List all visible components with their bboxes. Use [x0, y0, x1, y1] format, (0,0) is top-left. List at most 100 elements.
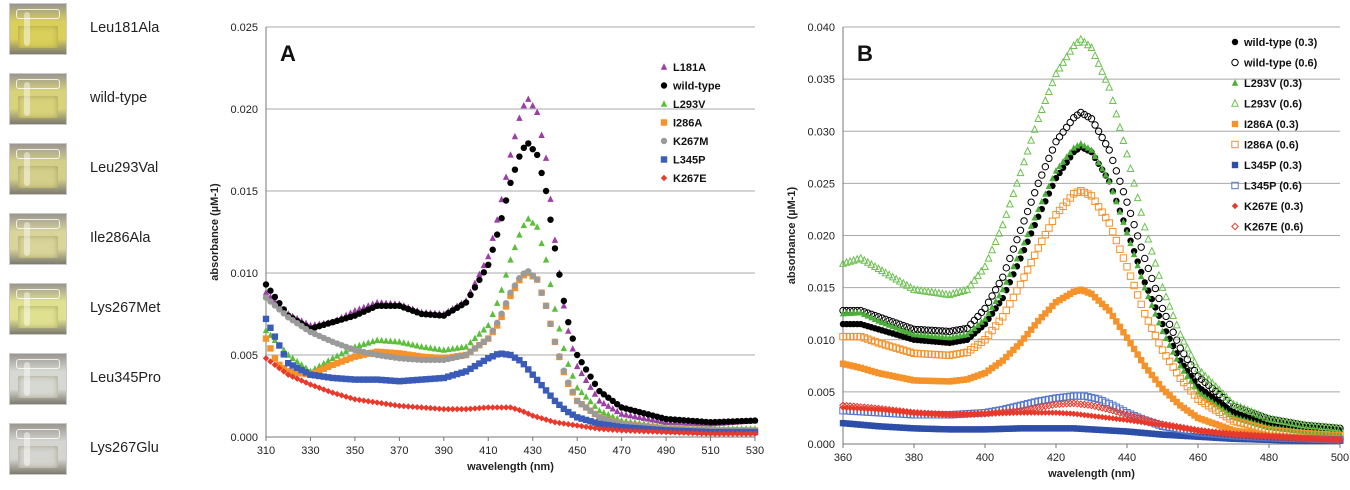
series — [839, 399, 1344, 444]
legend-label: I286A — [673, 118, 702, 130]
data-point — [493, 404, 501, 411]
data-point — [1059, 128, 1067, 136]
data-point — [640, 414, 648, 421]
data-point — [493, 216, 501, 223]
data-point — [1173, 350, 1180, 357]
legend-label: K267M — [673, 136, 708, 148]
data-point — [289, 354, 296, 361]
data-point — [1233, 430, 1241, 437]
data-point — [453, 370, 461, 378]
data-point — [1059, 409, 1067, 417]
data-point — [413, 376, 421, 384]
data-point — [871, 422, 879, 430]
data-point — [1158, 282, 1167, 291]
data-point — [298, 377, 305, 384]
data-point — [511, 354, 519, 361]
data-point — [978, 426, 985, 433]
data-point — [1138, 356, 1145, 364]
data-point — [949, 410, 957, 417]
data-point — [1052, 400, 1060, 409]
data-point — [1059, 157, 1067, 165]
data-point — [431, 405, 439, 412]
data-point — [1133, 291, 1142, 299]
data-point — [991, 408, 1000, 417]
data-point — [882, 371, 889, 378]
data-point — [262, 288, 270, 296]
data-point — [1066, 118, 1074, 127]
data-point — [502, 299, 510, 307]
data-point — [860, 255, 869, 264]
data-point — [1141, 429, 1148, 437]
data-point — [613, 401, 621, 408]
data-point — [556, 325, 563, 332]
data-point — [1013, 409, 1021, 417]
data-point — [1119, 254, 1128, 262]
data-point — [280, 364, 287, 372]
data-point — [1144, 317, 1152, 325]
data-point — [636, 413, 643, 421]
data-point — [917, 377, 925, 384]
data-point — [351, 396, 359, 403]
data-point — [935, 425, 943, 433]
data-point — [1105, 146, 1113, 154]
data-point — [996, 425, 1003, 433]
data-point — [1080, 110, 1089, 119]
data-point — [547, 280, 554, 288]
data-point — [1194, 433, 1202, 440]
data-point — [1084, 425, 1092, 433]
data-point — [1077, 108, 1085, 117]
legend-marker — [660, 63, 668, 70]
data-point — [1190, 357, 1199, 366]
data-point — [885, 321, 893, 328]
data-point — [1194, 414, 1202, 422]
data-point — [984, 298, 993, 306]
data-point — [533, 223, 541, 230]
series — [839, 108, 1344, 433]
data-point — [400, 339, 408, 346]
data-point — [271, 333, 279, 340]
data-point — [533, 151, 541, 159]
data-point — [542, 387, 550, 394]
data-point — [1329, 435, 1337, 442]
data-point — [360, 397, 367, 404]
data-point — [356, 396, 363, 404]
data-point — [538, 131, 545, 138]
data-point — [645, 428, 652, 435]
data-point — [1151, 284, 1160, 293]
data-point — [320, 365, 327, 372]
data-point — [1017, 339, 1024, 347]
data-point — [378, 348, 385, 356]
data-point — [1225, 396, 1234, 405]
data-point — [293, 369, 301, 376]
data-point — [569, 411, 576, 418]
data-point — [520, 360, 528, 368]
data-point — [1074, 287, 1081, 294]
data-point — [489, 246, 496, 253]
data-point — [453, 405, 461, 413]
x-tick-label: 480 — [1260, 452, 1278, 464]
data-point — [1023, 207, 1032, 216]
data-point — [970, 410, 979, 418]
data-point — [1294, 434, 1301, 441]
data-point — [507, 151, 514, 158]
data-point — [1120, 416, 1127, 423]
data-point — [1335, 423, 1345, 432]
data-point — [939, 378, 946, 385]
data-point — [1067, 148, 1074, 156]
data-point — [974, 321, 982, 328]
data-point — [560, 302, 568, 309]
data-point — [1141, 254, 1149, 263]
data-point — [507, 289, 514, 296]
data-point — [511, 243, 519, 251]
data-point — [627, 411, 634, 419]
data-point — [1055, 133, 1064, 141]
data-point — [480, 404, 488, 412]
data-point — [387, 337, 394, 344]
data-point — [1102, 427, 1109, 434]
data-point — [988, 425, 996, 433]
data-point — [342, 347, 350, 355]
data-point — [373, 348, 381, 355]
data-point — [1031, 425, 1038, 432]
data-point — [271, 302, 279, 309]
data-point — [1105, 82, 1114, 91]
